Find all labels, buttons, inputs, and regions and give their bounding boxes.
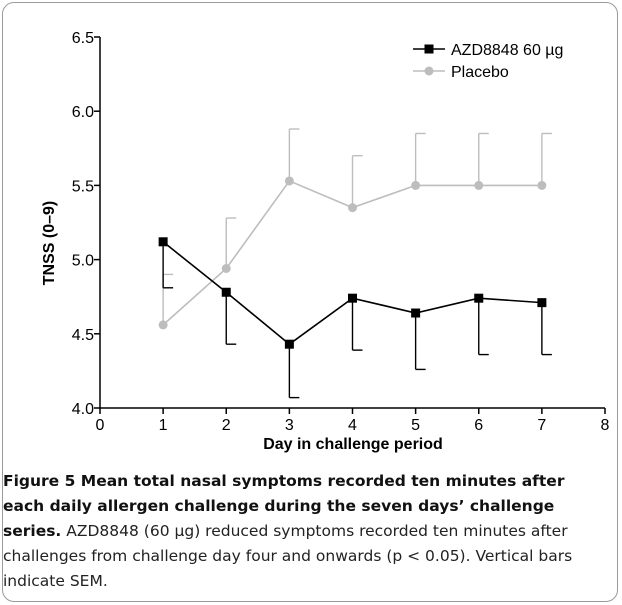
- y-tick-label: 6.5: [72, 30, 94, 47]
- data-point: [284, 339, 294, 349]
- x-tick-label: 8: [601, 417, 610, 434]
- x-tick-label: 4: [348, 417, 357, 434]
- data-point: [348, 293, 357, 303]
- data-point: [348, 203, 357, 213]
- caption-lead: Figure 5 Mean total nasal symptoms recor…: [3, 472, 565, 540]
- data-point: [411, 180, 421, 190]
- legend-item: Placebo: [413, 64, 509, 81]
- x-tick-label: 3: [285, 417, 294, 434]
- data-point: [537, 298, 547, 308]
- x-axis-title: Day in challenge period: [263, 436, 443, 453]
- legend-marker: [424, 66, 434, 76]
- x-tick-label: 5: [411, 417, 420, 434]
- chart-axes: 0 1 2 3 4 5 6 7 8 4.0 4.5 5.0 5.5 6.0 6.5: [72, 30, 610, 434]
- x-tick-label: 6: [474, 417, 483, 434]
- x-tick-label: 0: [96, 417, 105, 434]
- data-point: [158, 237, 168, 247]
- data-point: [474, 293, 484, 303]
- y-tick-label: 4.0: [72, 401, 94, 418]
- data-point: [221, 264, 231, 274]
- legend-label: Placebo: [451, 64, 509, 81]
- y-tick-label: 5.0: [72, 253, 94, 270]
- data-point: [411, 308, 421, 318]
- data-point: [537, 180, 547, 190]
- legend-marker: [424, 44, 434, 54]
- legend-item: AZD8848 60 µg: [413, 42, 563, 59]
- line-chart: 0 1 2 3 4 5 6 7 8 4.0 4.5 5.0 5.5 6.0 6.5 AZD8848 60 µ…: [41, 30, 610, 453]
- x-tick-label: 1: [159, 417, 168, 434]
- data-point: [284, 176, 294, 186]
- series-placebo: [158, 128, 552, 330]
- caption-body: AZD8848 (60 µg) reduced symptoms recorde…: [3, 522, 573, 590]
- x-tick-label: 2: [222, 417, 231, 434]
- chart-legend: AZD8848 60 µg Placebo: [413, 42, 563, 81]
- data-point: [158, 320, 168, 330]
- legend-label: AZD8848 60 µg: [451, 42, 563, 59]
- data-point: [221, 287, 231, 297]
- figure-caption: Figure 5 Mean total nasal symptoms recor…: [3, 469, 587, 594]
- y-axis-title: TNSS (0–9): [41, 201, 58, 285]
- y-tick-label: 4.5: [72, 327, 94, 344]
- chart-series: [158, 128, 552, 399]
- y-tick-label: 5.5: [72, 178, 94, 195]
- series-azd8848: [158, 237, 552, 399]
- y-tick-label: 6.0: [72, 104, 94, 121]
- data-point: [474, 180, 484, 190]
- x-tick-label: 7: [537, 417, 546, 434]
